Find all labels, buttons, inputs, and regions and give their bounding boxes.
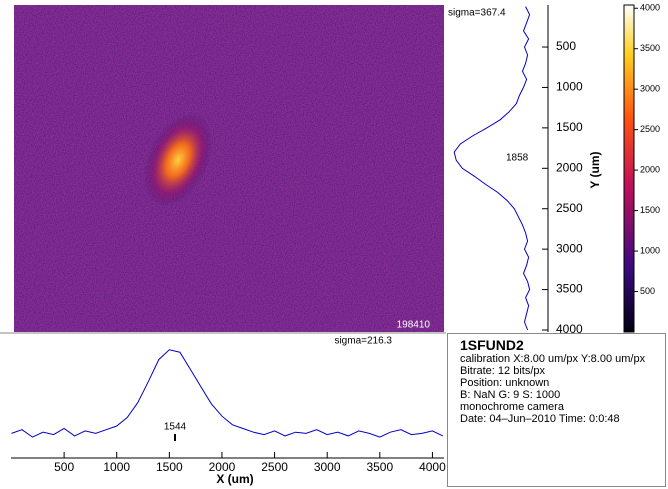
x-tick-label: 1000: [103, 460, 130, 474]
sigma-label: sigma=216.3: [334, 336, 392, 347]
info-panel: 1SFUND2 calibration X:8.00 um/px Y:8.00 …: [447, 333, 666, 487]
peak-label: 1544: [164, 422, 187, 433]
info-line: B: NaN G: 9 S: 1000: [460, 389, 561, 401]
axis-title: X (um): [216, 472, 253, 486]
y-tick-label: 3000: [556, 241, 583, 255]
image-label: 198410: [397, 320, 431, 331]
info-line: Date: 04–Jun–2010 Time: 0:0:48: [460, 413, 620, 425]
y-tick-label: 500: [556, 39, 576, 53]
axis-title: Y (um): [588, 151, 602, 188]
colorbar-tick-label: 1000: [640, 245, 660, 255]
y-tick-label: 2000: [556, 160, 583, 174]
colorbar-tick-label: 3000: [640, 84, 660, 94]
x-tick-label: 2500: [261, 460, 288, 474]
y-tick-label: 3500: [556, 282, 583, 296]
y-tick-label: 2500: [556, 201, 583, 215]
info-line: Position: unknown: [460, 377, 550, 389]
x-tick-label: 3500: [366, 460, 393, 474]
x-tick-label: 4000: [419, 460, 446, 474]
info-line: Bitrate: 12 bits/px: [460, 365, 545, 377]
y-tick-label: 1500: [556, 120, 583, 134]
profile-line: [453, 6, 531, 331]
colorbar: [623, 4, 635, 333]
colorbar-tick-label: 3500: [640, 43, 660, 53]
x-tick-label: 1500: [156, 460, 183, 474]
colorbar-tick-label: 2000: [640, 164, 660, 174]
info-line: calibration X:8.00 um/px Y:8.00 um/px: [460, 353, 646, 365]
peak-label: 1858: [506, 153, 529, 164]
y-tick-label: 1000: [556, 80, 583, 94]
colorbar-tick-label: 500: [640, 286, 655, 296]
image-noise: [14, 5, 444, 332]
colorbar-tick-label: 2500: [640, 124, 660, 134]
colorbar-tick-label: 4000: [640, 3, 660, 13]
profile-line: [11, 349, 444, 438]
beam-spot: [143, 112, 213, 208]
colorbar-tick-label: 1500: [640, 205, 660, 215]
x-tick-label: 500: [54, 460, 74, 474]
sigma-label: sigma=367.4: [448, 8, 506, 19]
y-profile-panel: [446, 5, 548, 332]
info-line: monochrome camera: [460, 401, 564, 413]
x-tick-label: 2000: [209, 460, 236, 474]
x-tick-label: 3000: [314, 460, 341, 474]
info-title: 1SFUND2: [460, 337, 524, 353]
y-tick-label: 4000: [556, 322, 583, 336]
